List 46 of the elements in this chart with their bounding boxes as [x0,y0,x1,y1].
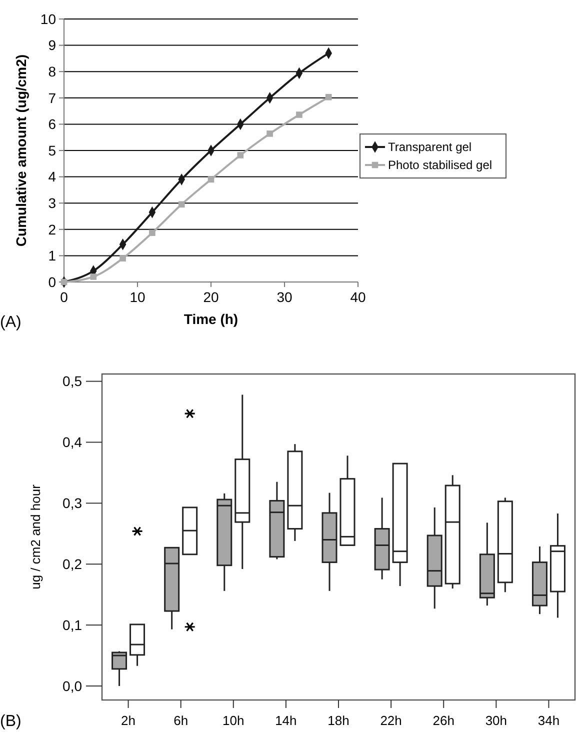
point [90,274,97,280]
y-axis-title: ug / cm2 and hour [28,484,43,590]
x-tick-label: 10 [130,289,146,305]
x-tick-label: 10h [222,713,244,728]
y-tick-label: 5 [48,142,56,158]
text: (A) [0,314,22,331]
y-axis-title: Cumulative amount (ug/cm2) [13,54,29,247]
x-tick-label: 40 [350,289,366,305]
y-tick-label: 0,5 [62,373,82,390]
point [178,201,185,208]
point [296,112,302,118]
x-axis-title: Time (h) [184,311,238,327]
text: (B) [0,713,22,730]
x-tick-label: 26h [432,713,454,728]
y-tick-label: 0,2 [62,556,82,572]
x-tick-label: 18h [328,713,350,728]
y-tick-label: 0 [48,274,56,290]
y-tick-label: 8 [48,64,56,80]
y-tick-label: 1 [48,248,56,264]
y-tick-label: 6 [48,116,56,132]
point [120,255,126,262]
y-tick-label: 0,3 [62,495,82,512]
x-tick-label: 34h [538,713,560,728]
x-tick-label: 20 [203,289,219,305]
x-tick-label: 22h [380,713,402,728]
legend-label: Photo stabilised gel [388,158,492,172]
x-tick-label: 2h [121,713,136,728]
y-tick-label: 0,4 [62,434,82,450]
y-tick-label: 0,0 [62,678,82,694]
y-tick-label: 9 [48,37,56,54]
y-tick-label: 3 [48,195,56,211]
point [149,230,156,236]
legend-label: Transparent gel [388,140,472,154]
y-tick-label: 7 [48,90,56,106]
point [237,152,244,158]
point [325,94,332,100]
y-tick-label: 0,1 [62,616,82,633]
point [208,176,214,183]
x-tick-label: 6h [174,713,188,728]
point [266,130,273,137]
y-tick-label: 4 [48,168,56,185]
y-tick-label: 2 [48,221,56,238]
x-tick-label: 30 [276,289,292,305]
x-tick-label: 30h [485,713,508,728]
x-tick-label: 14h [275,713,297,728]
y-tick-label: 10 [40,10,56,27]
